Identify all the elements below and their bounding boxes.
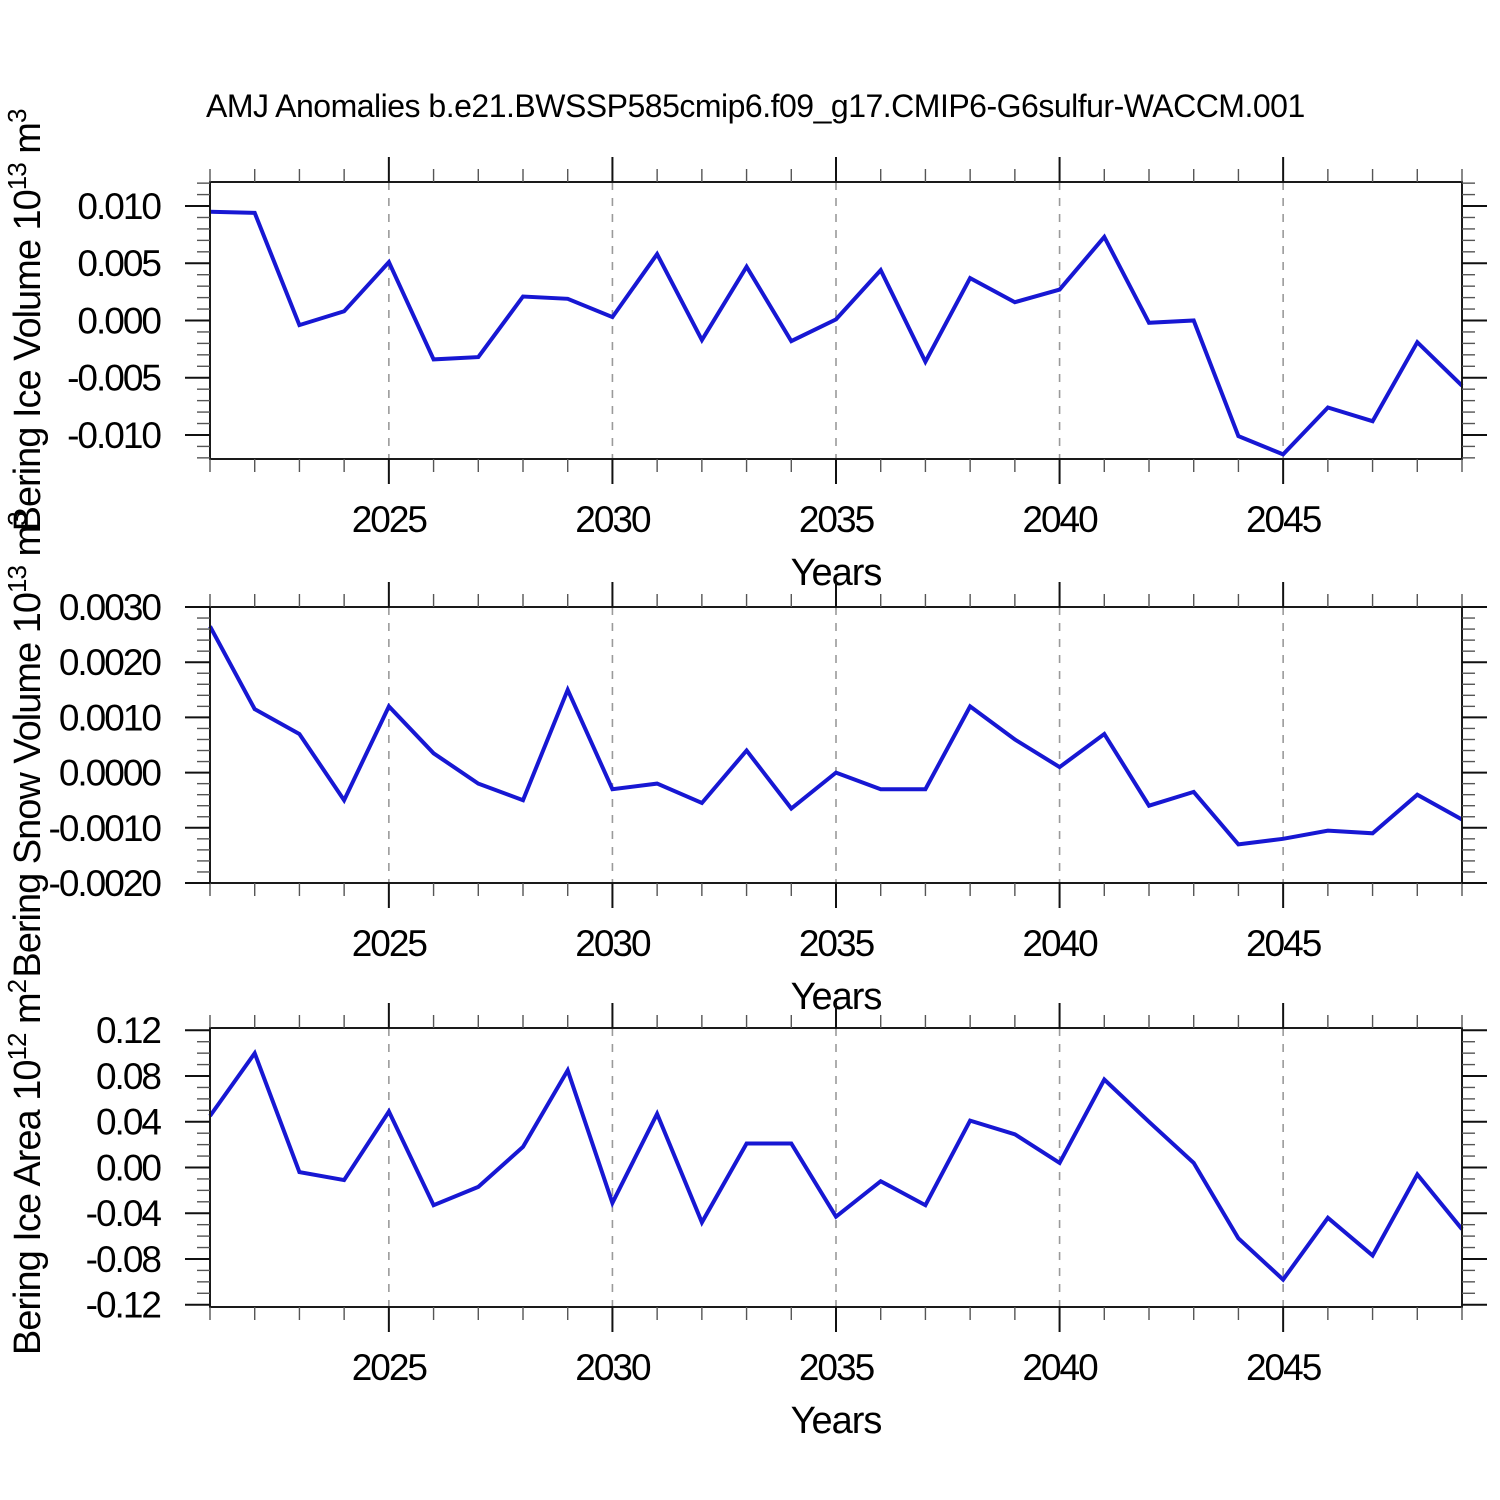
y-tick-label: 0.0030 — [59, 587, 162, 628]
y-tick-label: -0.0010 — [49, 808, 162, 849]
y-tick-label: 0.0000 — [59, 753, 162, 794]
y-tick-label: -0.010 — [67, 415, 161, 456]
x-tick-label: 2035 — [799, 499, 875, 540]
y-tick-label: -0.0020 — [49, 863, 162, 904]
x-tick-label: 2045 — [1246, 1347, 1322, 1388]
y-tick-label: 0.005 — [77, 243, 161, 284]
x-tick-label: 2025 — [352, 499, 428, 540]
bering-ice-area-line — [208, 1048, 1464, 1283]
x-tick-label: 2035 — [799, 1347, 875, 1388]
y-tick-label: 0.12 — [96, 1010, 160, 1051]
y-axis-label: Bering Snow Volume 1013 m3 — [2, 512, 49, 978]
panel-bering-ice-volume: 0.010 0.005 0.000 -0.005 -0.010 2025 2030 2035 2… — [2, 109, 1487, 594]
panel-bering-ice-area: 0.12 0.08 0.040.00 -0.04 -0.08 -0.12 2025 2030 2… — [2, 979, 1487, 1442]
bering-snow-volume-line — [208, 625, 1463, 847]
x-tick-label: 2030 — [575, 923, 651, 964]
x-tick-label: 2040 — [1022, 1347, 1098, 1388]
x-tick-label: 2030 — [575, 499, 651, 540]
x-tick-label: 2045 — [1246, 499, 1322, 540]
y-tick-label: -0.12 — [86, 1285, 161, 1326]
y-tick-label: 0.000 — [77, 300, 161, 341]
y-tick-label: -0.04 — [86, 1193, 162, 1234]
panel-bering-snow-volume: 0.0030 0.0020 0.0010 0.0000 -0.0010 -0.0020 20… — [2, 512, 1487, 1018]
bering-ice-area-frame — [209, 1027, 1463, 1308]
chart-title: AMJ Anomalies b.e21.BWSSP585cmip6.f09_g1… — [206, 88, 1305, 124]
y-tick-label: -0.005 — [67, 358, 161, 399]
y-tick-label: 0.00 — [96, 1147, 161, 1188]
x-tick-label: 2040 — [1022, 499, 1098, 540]
y-tick-label: 0.08 — [96, 1056, 160, 1097]
x-tick-label: 2035 — [799, 923, 875, 964]
y-tick-label: 0.0020 — [59, 642, 162, 683]
x-axis-label: Years — [791, 1400, 882, 1442]
bering-ice-volume-line — [209, 209, 1464, 457]
y-axis-label: Bering Ice Area 1012 m2 — [2, 979, 49, 1355]
x-tick-label: 2025 — [352, 1347, 428, 1388]
x-tick-label: 2040 — [1022, 923, 1098, 964]
y-tick-label: 0.010 — [77, 186, 161, 227]
y-tick-label: 0.0010 — [59, 697, 162, 738]
y-tick-label: -0.08 — [86, 1239, 161, 1280]
x-tick-label: 2025 — [352, 923, 428, 964]
y-axis-label: Bering Ice Volume 1013 m3 — [2, 109, 49, 531]
x-tick-label: 2045 — [1246, 923, 1322, 964]
x-tick-label: 2030 — [575, 1347, 651, 1388]
y-tick-label: 0.04 — [96, 1102, 161, 1143]
